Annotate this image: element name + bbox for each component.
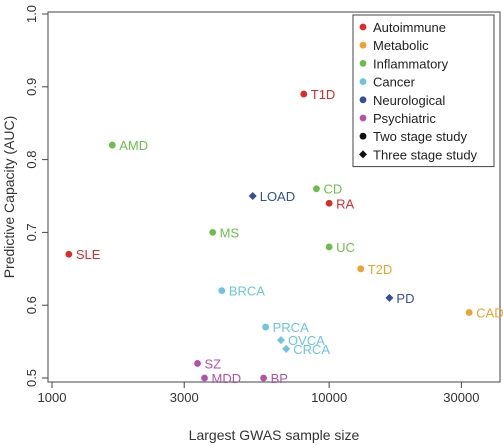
plot-frame — [47, 11, 501, 383]
point-label: MDD — [211, 371, 241, 386]
data-point-circle — [218, 287, 226, 295]
legend-item-diamond: Three stage study — [359, 147, 478, 162]
point-label: PD — [396, 291, 414, 306]
point-load: LOAD — [248, 189, 295, 204]
point-ms: MS — [209, 225, 240, 240]
point-cad: CAD — [465, 305, 503, 320]
point-t2d: T2D — [357, 262, 392, 277]
point-label: UC — [336, 240, 355, 255]
x-tick-label: 30000 — [443, 390, 479, 405]
point-label: PRCA — [273, 320, 309, 335]
data-points: T1D AMD CD LOAD RA MS SLE UC T2D BRCA PD CAD PRCAOVC… — [65, 87, 503, 386]
point-label: T1D — [311, 87, 336, 102]
y-axis: 0.5 0.6 0.7 0.8 0.9 1.0 — [24, 5, 48, 387]
data-point-circle — [359, 41, 367, 49]
legend-item-cancer: Cancer — [359, 75, 416, 90]
legend: Autoimmune Metabolic Inflammatory Cancer Neu… — [352, 14, 495, 168]
data-point-diamond — [359, 150, 367, 159]
point-crca: CRCA — [282, 342, 330, 357]
y-axis-label: Predictive Capacity (AUC) — [1, 116, 17, 279]
x-axis-label: Largest GWAS sample size — [189, 427, 360, 443]
x-tick-label: 10000 — [311, 390, 347, 405]
legend-box — [352, 14, 495, 168]
x-tick-label: 3000 — [170, 390, 199, 405]
data-point-circle — [65, 250, 73, 258]
legend-item-circle: Two stage study — [359, 129, 467, 144]
data-point-circle — [357, 265, 365, 273]
data-point-circle — [465, 309, 473, 316]
y-tick-label: 0.8 — [24, 151, 39, 169]
data-point-diamond — [276, 336, 285, 345]
point-label: BRCA — [229, 284, 265, 299]
point-label: T2D — [368, 262, 393, 277]
x-tick-label: 1000 — [38, 390, 67, 405]
legend-item-psychiatric: Psychiatric — [359, 111, 436, 126]
legend-label: Cancer — [373, 75, 416, 90]
point-label: AMD — [119, 138, 148, 153]
y-tick-label: 1.0 — [24, 5, 39, 23]
point-uc: UC — [325, 240, 355, 255]
y-tick-label: 0.5 — [24, 369, 39, 387]
point-label: CD — [323, 182, 342, 197]
legend-label: Autoimmune — [373, 20, 446, 35]
data-point-circle — [194, 360, 201, 367]
y-tick-label: 0.9 — [24, 78, 39, 96]
legend-label: Inflammatory — [373, 56, 449, 71]
point-mdd: MDD — [201, 371, 241, 386]
data-point-circle — [325, 243, 333, 251]
data-point-circle — [260, 374, 267, 382]
point-label: BP — [271, 371, 288, 386]
y-tick-label: 0.7 — [24, 223, 39, 241]
data-point-circle — [359, 23, 367, 31]
data-point-diamond — [282, 344, 291, 353]
legend-label: Neurological — [373, 93, 445, 108]
point-t1d: T1D — [300, 87, 335, 102]
point-amd: AMD — [108, 138, 148, 153]
data-point-circle — [108, 141, 116, 149]
data-point-circle — [201, 374, 208, 382]
legend-item-metabolic: Metabolic — [359, 38, 429, 53]
data-point-circle — [300, 90, 308, 98]
data-point-circle — [313, 185, 320, 193]
y-tick-label: 0.6 — [24, 296, 39, 314]
legend-item-inflammatory: Inflammatory — [359, 56, 449, 71]
point-label: MS — [220, 225, 240, 240]
point-sle: SLE — [65, 247, 101, 262]
data-point-diamond — [385, 293, 394, 302]
point-cd: CD — [313, 182, 342, 197]
data-point-circle — [359, 96, 367, 104]
point-label: CAD — [476, 305, 503, 320]
data-point-diamond — [248, 192, 257, 200]
legend-item-autoimmune: Autoimmune — [359, 20, 446, 35]
point-label: LOAD — [260, 189, 295, 204]
x-axis: 1000 3000 10000 30000 — [38, 382, 479, 405]
point-sz: SZ — [194, 356, 221, 371]
point-label: RA — [336, 196, 354, 211]
data-point-circle — [359, 60, 367, 67]
point-brca: BRCA — [218, 284, 265, 299]
data-point-circle — [359, 132, 367, 140]
legend-label: Psychiatric — [373, 111, 436, 126]
point-ovca: OVCA — [276, 333, 325, 348]
legend-item-neurological: Neurological — [359, 93, 445, 108]
point-prca: PRCA — [262, 320, 309, 335]
point-label: SZ — [205, 356, 222, 371]
data-point-circle — [325, 199, 333, 207]
point-label: OVCA — [288, 333, 325, 348]
point-label: SLE — [76, 247, 101, 262]
point-pd: PD — [385, 291, 414, 306]
legend-label: Two stage study — [373, 129, 467, 144]
point-label: CRCA — [293, 342, 330, 357]
data-point-circle — [262, 323, 270, 331]
legend-label: Metabolic — [373, 38, 429, 53]
data-point-circle — [359, 114, 367, 122]
legend-label: Three stage study — [373, 147, 478, 162]
data-point-circle — [359, 78, 367, 85]
point-bp: BP — [260, 371, 288, 386]
point-ra: RA — [325, 196, 355, 211]
data-point-circle — [209, 229, 217, 236]
